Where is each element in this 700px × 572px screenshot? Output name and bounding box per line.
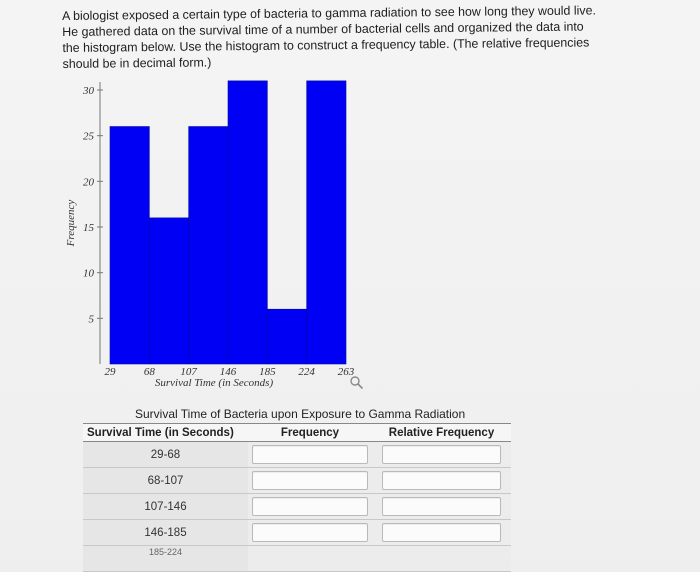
histogram-bar: [227, 80, 268, 365]
frequency-input[interactable]: [252, 471, 368, 490]
y-tick-label: 30: [82, 85, 95, 97]
x-axis-title: Survival Time (in Seconds): [155, 377, 274, 389]
interval-cell: 68-107: [83, 467, 248, 494]
x-tick-label: 185: [259, 366, 276, 378]
histogram-bar: [149, 217, 189, 365]
frequency-cell: [248, 519, 372, 546]
frequency-table: Survival Time (in Seconds) Frequency Rel…: [83, 423, 511, 572]
y-tick-label: 25: [83, 131, 95, 143]
relative-frequency-cell: [372, 467, 511, 494]
interval-cell: 107-146: [83, 493, 248, 520]
header-frequency: Frequency: [248, 423, 372, 442]
y-axis-title: Frequency: [65, 200, 77, 248]
magnifier-icon[interactable]: [349, 375, 363, 389]
x-tick-label: 68: [144, 366, 156, 378]
question-text: A biologist exposed a certain type of ba…: [62, 3, 596, 71]
table-header-row: Survival Time (in Seconds) Frequency Rel…: [83, 423, 511, 442]
histogram-bar: [306, 80, 347, 365]
header-survival-time: Survival Time (in Seconds): [83, 423, 248, 442]
y-tick-label: 10: [83, 268, 95, 280]
interval-label-partial: 185-224: [148, 547, 183, 557]
interval-cell: 146-185: [83, 519, 248, 546]
table-row: 107-146: [83, 493, 511, 520]
table-row: 29-68: [83, 441, 511, 468]
histogram-bar: [188, 126, 229, 365]
frequency-cell: [248, 467, 372, 494]
x-tick-label: 29: [105, 366, 117, 378]
relative-frequency-cell: [372, 441, 511, 468]
y-tick-label: 20: [83, 176, 95, 188]
frequency-cell: [248, 493, 372, 520]
relative-frequency-input[interactable]: [382, 523, 501, 542]
y-tick-label: 5: [89, 313, 95, 325]
frequency-input[interactable]: [252, 523, 368, 542]
histogram-svg: 5 10 15 20 25 30 Frequency 29 68 107 146 185 224 263 S…: [65, 80, 355, 389]
frequency-cell: [248, 441, 372, 468]
y-tick-label: 15: [83, 222, 95, 234]
header-relative-frequency: Relative Frequency: [372, 423, 511, 442]
relative-frequency-input[interactable]: [382, 497, 501, 516]
table-caption: Survival Time of Bacteria upon Exposure …: [135, 407, 466, 421]
x-tick-label: 263: [338, 366, 355, 378]
interval-cell: 29-68: [83, 441, 248, 468]
x-tick-label: 107: [180, 366, 197, 378]
table-row: 68-107: [83, 467, 511, 494]
relative-frequency-cell: [372, 519, 511, 546]
histogram-bar: [267, 308, 307, 365]
x-tick-label: 224: [298, 366, 315, 378]
relative-frequency-cell: [372, 493, 511, 520]
relative-frequency-input[interactable]: [382, 471, 501, 490]
table-row: 146-185: [83, 519, 511, 546]
frequency-input[interactable]: [252, 497, 368, 516]
x-tick-label: 146: [220, 366, 237, 378]
histogram: 5 10 15 20 25 30 Frequency 29 68 107 146 185 224 263 S…: [54, 76, 374, 396]
relative-frequency-input[interactable]: [382, 445, 501, 464]
histogram-bar: [109, 126, 150, 365]
frequency-input[interactable]: [252, 445, 368, 464]
